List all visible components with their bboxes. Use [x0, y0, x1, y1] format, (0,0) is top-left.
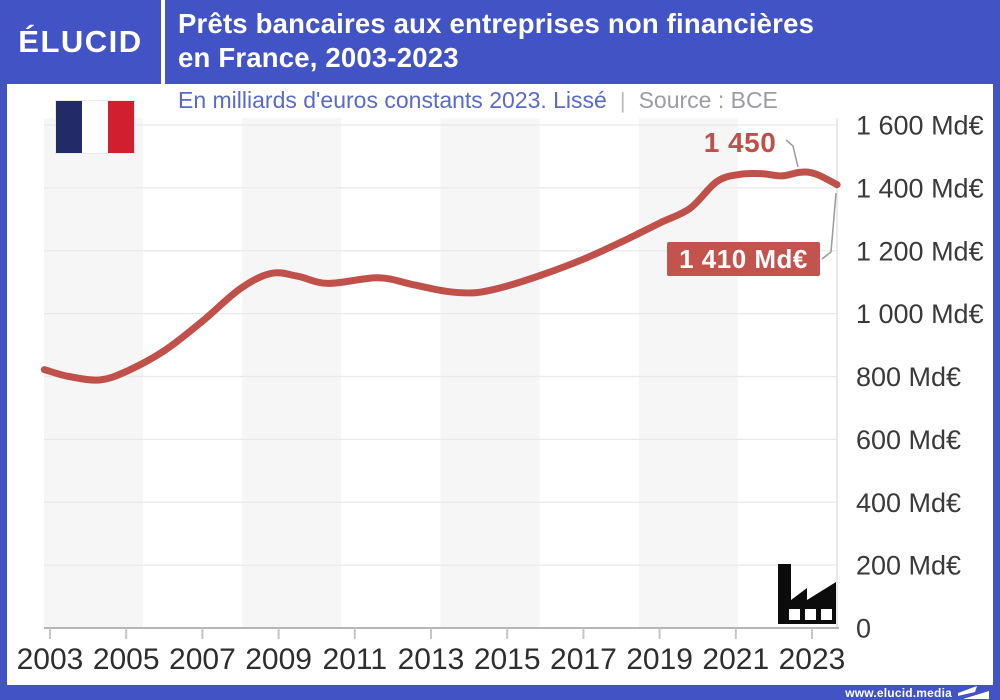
footer-bar: www.elucid.media [0, 685, 1000, 700]
y-tick-label: 1 000 Md€ [856, 299, 984, 329]
subtitle-row: En milliards d'euros constants 2023. Lis… [178, 87, 778, 114]
plot-bands [44, 118, 738, 628]
elucid-logo: ÉLUCID [18, 24, 143, 59]
flag-blue-stripe [56, 101, 82, 153]
x-tick-label: 2007 [169, 643, 236, 676]
y-tick-label: 600 Md€ [856, 425, 961, 455]
x-tick-label: 2011 [323, 643, 388, 676]
latest-leader-line [821, 192, 837, 260]
y-tick-label: 400 Md€ [856, 488, 961, 518]
header-divider [161, 0, 165, 84]
y-axis-labels: 1 600 Md€ 1 400 Md€ 1 200 Md€ 1 000 Md€ 800 … [856, 111, 984, 644]
factory-icon [778, 564, 836, 624]
y-tick-label: 1 600 Md€ [856, 111, 984, 141]
x-tick-label: 2005 [93, 643, 160, 676]
x-axis-labels: 2003 2005 2007 2009 2011 2013 2015 2017 2019 2021… [17, 628, 846, 676]
x-tick-label: 2003 [17, 643, 84, 676]
header: ÉLUCID Prêts bancaires aux entreprises n… [0, 0, 1000, 84]
flag-red-stripe [108, 101, 134, 153]
title-line-1: Prêts bancaires aux entreprises non fina… [178, 8, 815, 39]
chart-subtitle: En milliards d'euros constants 2023. Lis… [178, 87, 607, 113]
elucid-flag-icon [958, 686, 989, 699]
annotation-peak-value: 1 450 [703, 127, 777, 158]
subtitle-separator: | [619, 88, 626, 113]
gridlines [44, 124, 837, 566]
x-tick-label: 2015 [474, 643, 541, 676]
y-tick-label: 800 Md€ [856, 362, 961, 392]
website-url: www.elucid.media [845, 685, 952, 700]
annotation-latest-value-badge: 1 410 Md€ [667, 242, 820, 276]
y-tick-label: 1 400 Md€ [856, 173, 984, 203]
loans-line-series [40, 168, 841, 384]
x-tick-label: 2023 [779, 643, 846, 676]
x-tick-label: 2019 [626, 643, 693, 676]
y-tick-label: 1 200 Md€ [856, 236, 984, 266]
title-line-2: en France, 2003-2023 [178, 42, 459, 73]
chart-title: Prêts bancaires aux entreprises non fina… [165, 0, 814, 84]
peak-leader-line [785, 139, 799, 168]
x-tick-label: 2009 [245, 643, 312, 676]
x-tick-label: 2017 [550, 643, 617, 676]
x-tick-label: 2021 [702, 643, 769, 676]
band [242, 118, 342, 628]
france-flag-icon [55, 100, 135, 154]
x-tick-label: 2013 [398, 643, 465, 676]
band [440, 118, 540, 628]
y-tick-label: 200 Md€ [856, 551, 961, 581]
y-tick-label: 0 [856, 614, 871, 644]
band [638, 118, 738, 628]
chart-source: Source : BCE [638, 87, 778, 113]
